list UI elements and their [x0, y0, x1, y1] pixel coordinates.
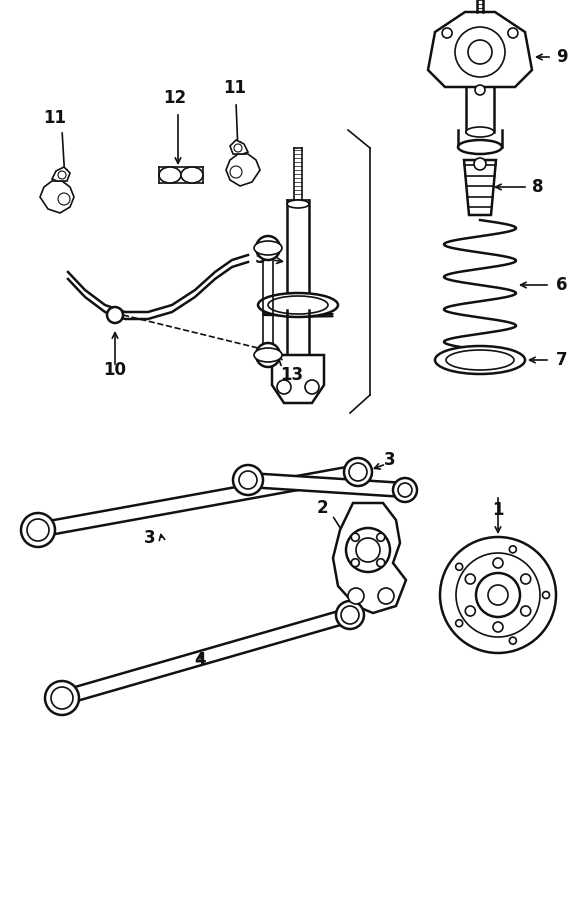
- Circle shape: [51, 687, 73, 709]
- Text: 3: 3: [384, 451, 396, 469]
- Circle shape: [456, 553, 540, 637]
- Circle shape: [476, 573, 520, 617]
- Circle shape: [378, 588, 394, 604]
- Circle shape: [256, 343, 280, 367]
- Ellipse shape: [458, 140, 502, 154]
- Text: 6: 6: [556, 276, 568, 294]
- Circle shape: [234, 144, 242, 152]
- Circle shape: [21, 513, 55, 547]
- Text: 2: 2: [316, 499, 328, 517]
- Circle shape: [456, 619, 463, 627]
- Circle shape: [521, 574, 531, 584]
- Text: 4: 4: [194, 651, 206, 669]
- Text: 11: 11: [224, 79, 246, 97]
- Text: 9: 9: [556, 48, 568, 66]
- Polygon shape: [272, 355, 324, 403]
- Polygon shape: [428, 12, 532, 87]
- Circle shape: [58, 171, 66, 179]
- Ellipse shape: [254, 348, 282, 362]
- Circle shape: [230, 166, 242, 178]
- Circle shape: [398, 483, 412, 497]
- Circle shape: [239, 471, 257, 489]
- Circle shape: [393, 478, 417, 502]
- Circle shape: [377, 533, 385, 542]
- Circle shape: [442, 28, 452, 38]
- Ellipse shape: [287, 200, 309, 208]
- Text: 3: 3: [144, 529, 156, 547]
- Circle shape: [493, 558, 503, 568]
- Circle shape: [488, 585, 508, 605]
- Polygon shape: [333, 503, 406, 613]
- Polygon shape: [248, 473, 405, 497]
- Circle shape: [468, 40, 492, 64]
- Polygon shape: [40, 181, 74, 213]
- Text: 5: 5: [254, 249, 266, 267]
- Circle shape: [344, 458, 372, 486]
- Ellipse shape: [254, 241, 282, 255]
- Text: 13: 13: [280, 366, 304, 384]
- Ellipse shape: [435, 346, 525, 374]
- Circle shape: [58, 193, 70, 205]
- Text: 8: 8: [532, 178, 544, 196]
- Ellipse shape: [466, 127, 494, 137]
- Ellipse shape: [258, 293, 338, 317]
- Ellipse shape: [446, 350, 514, 370]
- Circle shape: [351, 533, 359, 542]
- Text: 7: 7: [556, 351, 568, 369]
- Circle shape: [456, 564, 463, 570]
- Circle shape: [440, 537, 556, 653]
- Text: 1: 1: [492, 501, 504, 519]
- Polygon shape: [37, 465, 359, 537]
- Circle shape: [521, 606, 531, 616]
- Polygon shape: [226, 154, 260, 186]
- Polygon shape: [60, 608, 352, 705]
- Ellipse shape: [268, 296, 328, 314]
- Circle shape: [336, 601, 364, 629]
- Circle shape: [474, 158, 486, 170]
- Circle shape: [509, 546, 516, 553]
- Circle shape: [508, 28, 518, 38]
- Circle shape: [465, 574, 475, 584]
- Circle shape: [543, 591, 550, 598]
- Circle shape: [377, 559, 385, 566]
- Circle shape: [455, 27, 505, 77]
- Circle shape: [27, 519, 49, 541]
- Circle shape: [346, 528, 390, 572]
- Circle shape: [348, 588, 364, 604]
- Circle shape: [356, 538, 380, 562]
- Circle shape: [509, 637, 516, 644]
- Polygon shape: [464, 160, 496, 215]
- Circle shape: [493, 622, 503, 632]
- Circle shape: [45, 681, 79, 715]
- Circle shape: [465, 606, 475, 616]
- Circle shape: [107, 307, 123, 323]
- Circle shape: [351, 559, 359, 566]
- Circle shape: [475, 85, 485, 95]
- Circle shape: [233, 465, 263, 495]
- Ellipse shape: [181, 167, 203, 183]
- Polygon shape: [230, 140, 248, 154]
- Ellipse shape: [159, 167, 181, 183]
- Circle shape: [341, 606, 359, 624]
- Text: 10: 10: [103, 361, 127, 379]
- Circle shape: [256, 236, 280, 260]
- Circle shape: [277, 380, 291, 394]
- Circle shape: [305, 380, 319, 394]
- Text: 11: 11: [43, 109, 67, 127]
- Circle shape: [349, 463, 367, 481]
- Polygon shape: [52, 167, 70, 181]
- Text: 12: 12: [164, 89, 186, 107]
